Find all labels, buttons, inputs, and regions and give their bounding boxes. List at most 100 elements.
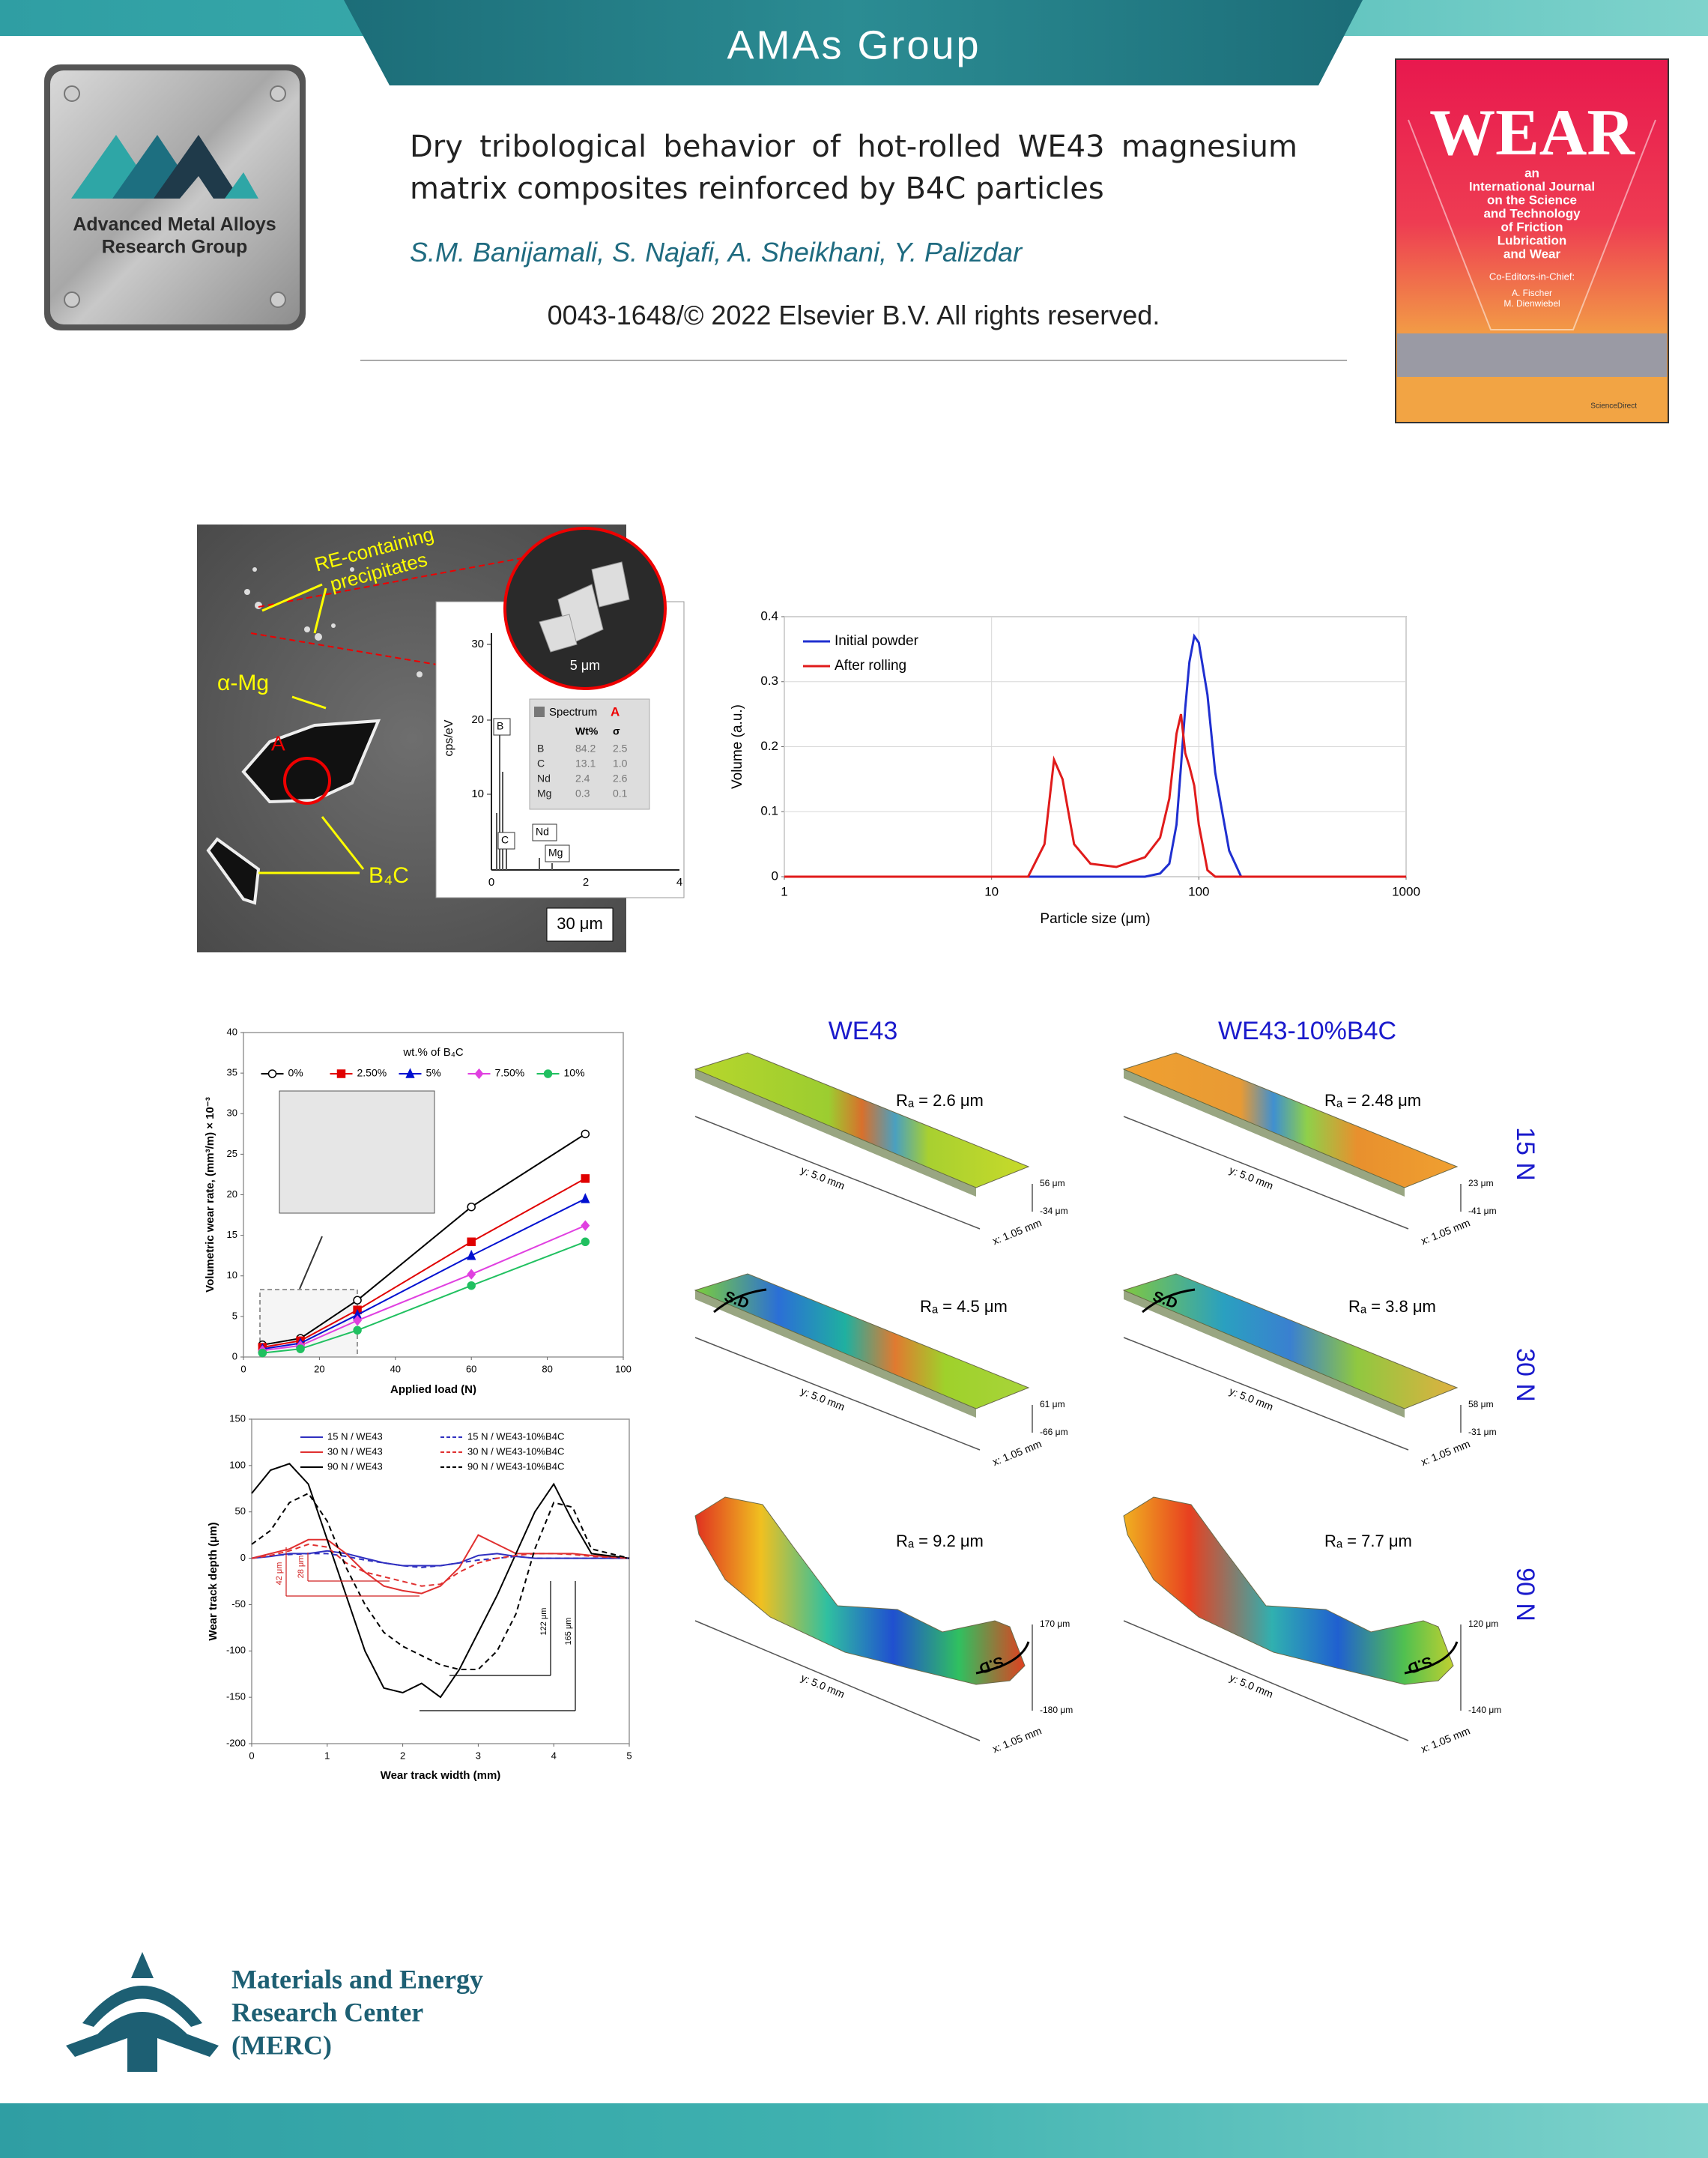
y-tick-label: 0.1 — [760, 804, 778, 818]
cover-journal: WEAR — [1429, 97, 1635, 169]
peak-box — [493, 718, 511, 736]
inset-plot — [279, 1090, 435, 1214]
series-line — [251, 1463, 630, 1699]
marker — [581, 1220, 590, 1231]
peak-label: Nd — [536, 826, 549, 838]
legend-label: 7.50% — [495, 1067, 525, 1079]
header-tab — [344, 0, 1363, 85]
x-axis-label: Particle size (μm) — [1040, 911, 1150, 927]
logo-text: Advanced Metal Alloys — [73, 214, 276, 235]
spectrum-tick: 0 — [488, 876, 494, 889]
x-tick-label: 3 — [476, 1750, 481, 1761]
table-title: Spectrum — [549, 706, 597, 719]
map-x-label: x: 1.05 mm — [990, 1724, 1043, 1755]
y-tick-label: -150 — [226, 1691, 246, 1702]
spectrum-tick: 2 — [583, 876, 589, 889]
table-point: A — [611, 704, 620, 719]
map-scale-top: 61 μm — [1040, 1399, 1065, 1409]
series-line — [784, 713, 1406, 878]
x-axis-label: Wear track width (mm) — [381, 1769, 501, 1782]
cover-subtitle: of Friction — [1500, 220, 1563, 234]
y-tick-label: 20 — [227, 1188, 237, 1200]
surface-side — [695, 1069, 976, 1197]
surface-map — [694, 1052, 1030, 1188]
inset-scale: 5 μm — [570, 658, 600, 673]
y-tick-label: 50 — [235, 1505, 246, 1517]
x-tick-label: 0 — [249, 1750, 254, 1761]
cover-subtitle: International Journal — [1469, 179, 1595, 193]
map-scale-top: 120 μm — [1468, 1618, 1498, 1629]
y-axis-label: Volumetric wear rate, (mm³/m) × 10⁻³ — [204, 1097, 216, 1293]
cover-publisher: ScienceDirect — [1590, 402, 1637, 411]
x-tick-label: 5 — [626, 1750, 632, 1761]
direction-arrow — [713, 1288, 767, 1314]
logo-screws — [64, 85, 286, 308]
map-axis — [694, 1620, 981, 1741]
y-axis-label: Volume (a.u.) — [730, 704, 745, 789]
group-name: AMAs Group — [727, 22, 981, 67]
spectrum-tick: 10 — [471, 788, 484, 800]
cover-subtitle: and Technology — [1483, 206, 1581, 220]
marker — [581, 1129, 590, 1139]
x-tick-label: 1 — [781, 884, 787, 898]
y-tick-label: 40 — [227, 1026, 237, 1037]
map-scale-bottom: -31 μm — [1468, 1427, 1497, 1437]
legend-label: 90 N / WE43 — [327, 1460, 383, 1472]
x-tick-label: 0 — [240, 1363, 246, 1374]
marker — [353, 1326, 362, 1335]
table-cell: 2.4 — [575, 773, 590, 785]
table-cell: 2.5 — [613, 743, 628, 755]
map-x-label: x: 1.05 mm — [990, 1216, 1043, 1247]
table-cell: 1.0 — [613, 758, 628, 770]
legend-marker — [336, 1069, 346, 1078]
roughness-label: Rₐ = 2.48 μm — [1324, 1091, 1421, 1110]
legend-marker — [267, 1069, 277, 1078]
marker — [467, 1249, 476, 1260]
x-tick-label: 60 — [466, 1363, 476, 1374]
y-tick-label: 0 — [240, 1552, 246, 1563]
legend-label: 15 N / WE43-10%B4C — [467, 1430, 564, 1442]
map-y-label: y: 5.0 mm — [1228, 1672, 1275, 1701]
map-axis — [1123, 1116, 1409, 1230]
cover-editor: A. Fischer — [1512, 288, 1552, 298]
y-tick-label: 15 — [227, 1229, 237, 1240]
table-cell: 84.2 — [575, 743, 596, 755]
column-heading: WE43-10%B4C — [1218, 1017, 1396, 1045]
series-line — [251, 1492, 630, 1670]
x-tick-label: 4 — [551, 1750, 557, 1761]
spectrum-axes — [491, 633, 679, 871]
cover-foot — [1397, 377, 1667, 421]
x-tick-label: 20 — [314, 1363, 324, 1374]
paper-title: Dry tribological behavior of hot-rolled … — [410, 130, 1297, 206]
cover-band — [1397, 333, 1667, 377]
map-axis — [1123, 1620, 1409, 1741]
surface-side — [695, 1290, 976, 1418]
peak-box — [497, 832, 515, 850]
roughness-label: Rₐ = 4.5 μm — [920, 1297, 1008, 1316]
x-tick-label: 100 — [1188, 884, 1209, 898]
y-tick-label: 30 — [227, 1107, 237, 1119]
cover-subtitle: Lubrication — [1497, 233, 1567, 247]
marker — [467, 1269, 476, 1280]
y-tick-label: -100 — [226, 1645, 246, 1656]
scale-box — [546, 907, 614, 942]
map-y-label: y: 5.0 mm — [799, 1385, 847, 1412]
paper-authors: S.M. Banijamali, S. Najafi, A. Sheikhani… — [410, 237, 1023, 268]
sem-scale: 30 μm — [557, 914, 603, 933]
legend-label: 0% — [288, 1067, 303, 1079]
y-tick-label: 25 — [227, 1148, 237, 1159]
roughness-label: Rₐ = 2.6 μm — [896, 1091, 984, 1110]
merc-logo — [66, 1952, 219, 2072]
legend-label: 30 N / WE43 — [327, 1445, 383, 1457]
peak-label: B — [497, 720, 503, 732]
map-y-label: y: 5.0 mm — [1228, 1385, 1275, 1412]
map-scale-bottom: -34 μm — [1040, 1206, 1068, 1216]
map-y-label: y: 5.0 mm — [799, 1164, 847, 1191]
table-cell: 2.6 — [613, 773, 628, 785]
sem-label: A — [271, 731, 285, 755]
surface-side — [1124, 1069, 1405, 1197]
peak-label: Mg — [548, 847, 563, 859]
y-tick-label: 0 — [232, 1350, 237, 1361]
row-heading: 30 N — [1511, 1348, 1539, 1402]
